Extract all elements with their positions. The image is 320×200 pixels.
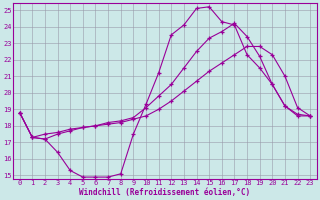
X-axis label: Windchill (Refroidissement éolien,°C): Windchill (Refroidissement éolien,°C): [79, 188, 251, 197]
